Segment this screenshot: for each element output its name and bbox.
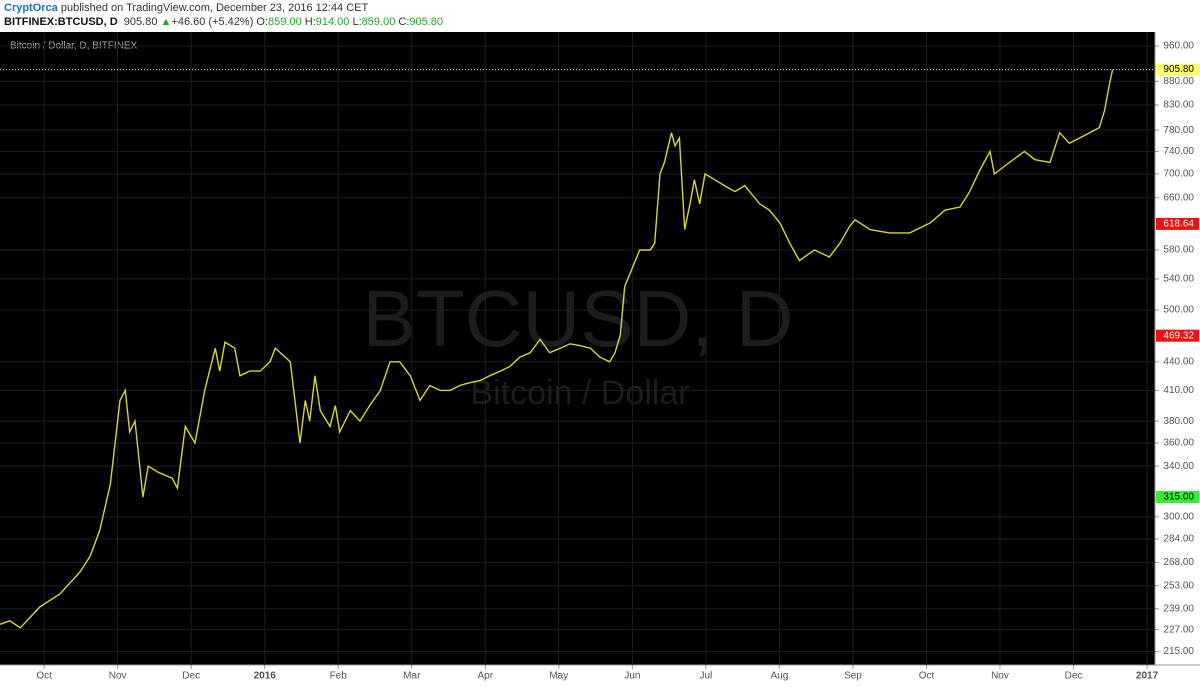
y-tick-label: 540.00 [1163,274,1194,285]
change: +46.60 (+5.42%) [171,16,254,28]
x-tick-label: 2017 [1136,671,1159,682]
price-label: 905.80 [1163,64,1194,75]
ohlc: O:859.00 H:914.00 L:859.00 C:905.80 [256,16,443,28]
ohlc-label: H: [304,16,316,28]
x-tick-label: Dec [1065,671,1083,682]
x-tick-label: Oct [36,671,52,682]
ohlc-label: L: [352,16,362,28]
y-tick-label: 239.00 [1163,603,1194,614]
arrow: ▲ [160,16,172,28]
x-tick-label: Jun [624,671,640,682]
x-tick-label: May [549,671,568,682]
x-tick-label: Aug [770,671,788,682]
y-tick-label: 268.00 [1163,557,1194,568]
y-tick-label: 580.00 [1163,245,1194,256]
y-tick-label: 740.00 [1163,146,1194,157]
y-tick-label: 380.00 [1163,416,1194,427]
x-tick-label: Sep [844,671,862,682]
price-line [0,69,1114,629]
price-label-box [1156,329,1199,342]
y-tick-label: 440.00 [1163,356,1194,367]
last-price: 905.80 [123,16,158,28]
x-tick-label: Dec [182,671,200,682]
y-tick-label: 215.00 [1163,646,1194,657]
ohlc-label: O: [256,16,269,28]
y-tick-label: 300.00 [1163,511,1194,522]
x-tick-label: Nov [109,671,127,682]
ohlc-label: C: [398,16,410,28]
y-tick-label: 700.00 [1163,169,1194,180]
y-tick-label: 960.00 [1163,41,1194,52]
x-tick-label: Oct [919,671,935,682]
header: CryptOrca published on TradingView.com, … [4,1,443,29]
x-tick-label: Apr [478,671,494,682]
author[interactable]: CryptOrca [4,2,58,14]
y-tick-label: 360.00 [1163,438,1194,449]
ohlc-value: 859.00 [361,16,396,28]
plot-background [0,32,1155,665]
y-tick-label: 227.00 [1163,624,1194,635]
price-label-box [1156,217,1199,230]
price-label: 469.32 [1163,330,1194,341]
x-tick-label: 2016 [254,671,277,682]
price-label: 315.00 [1163,492,1194,503]
price-label-box [1156,63,1199,76]
ohlc-value: 914.00 [315,16,350,28]
watermark-sub: Bitcoin / Dollar [470,374,689,412]
price-label-box [1156,491,1199,504]
y-tick-label: 284.00 [1163,534,1194,545]
ohlc-value: 859.00 [268,16,302,28]
symbol-bar: BITFINEX:BTCUSD, D 905.80 ▲+46.60 (+5.42… [4,15,443,29]
y-tick-label: 660.00 [1163,192,1194,203]
ohlc-value: 905.80 [409,16,444,28]
x-tick-label: Mar [403,671,421,682]
published: published on TradingView.com, December 2… [60,2,369,14]
x-tick-label: Feb [330,671,348,682]
y-tick-label: 880.00 [1163,76,1194,87]
symbol: BITFINEX:BTCUSD, D [4,16,118,28]
price-label: 618.64 [1163,219,1194,230]
y-tick-label: 830.00 [1163,100,1194,111]
watermark: BTCUSD, D [362,274,793,363]
publish-line: CryptOrca published on TradingView.com, … [4,1,443,15]
y-tick-label: 253.00 [1163,580,1194,591]
grid [0,32,1155,665]
x-tick-label: Jul [699,671,712,682]
x-tick-label: Nov [991,671,1009,682]
y-tick-label: 780.00 [1163,125,1194,136]
y-tick-label: 340.00 [1163,461,1194,472]
y-tick-label: 410.00 [1163,385,1194,396]
y-tick-label: 500.00 [1163,305,1194,316]
